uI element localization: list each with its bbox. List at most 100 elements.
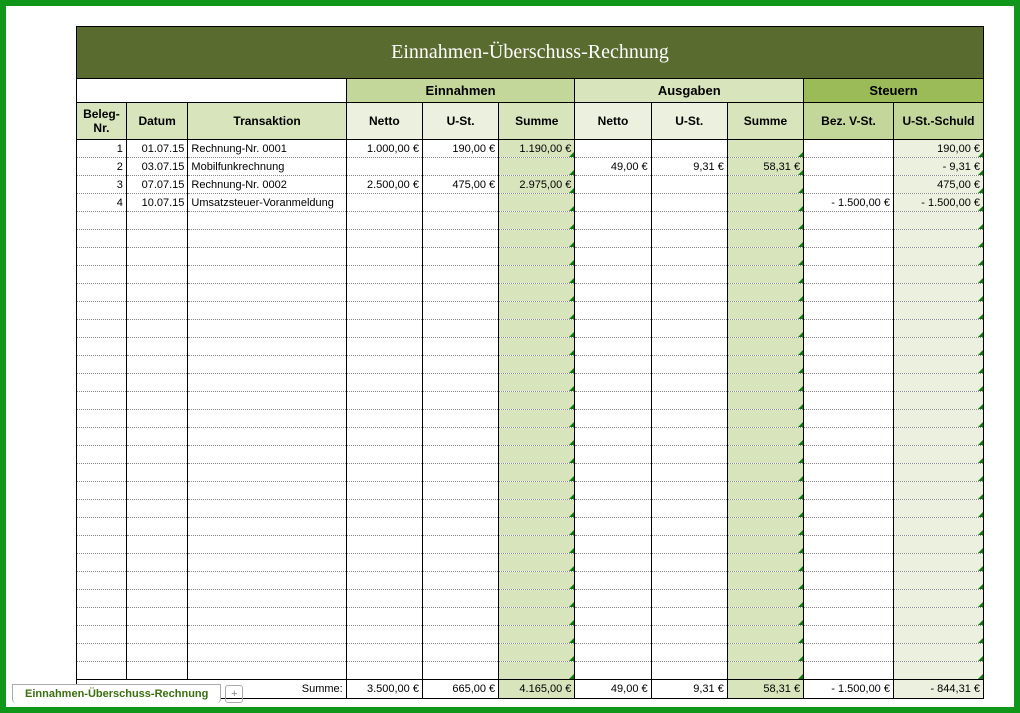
cell[interactable] <box>188 590 346 608</box>
cell[interactable] <box>422 356 498 374</box>
cell[interactable] <box>346 626 422 644</box>
cell[interactable] <box>499 572 575 590</box>
cell[interactable] <box>188 320 346 338</box>
cell[interactable] <box>126 374 188 392</box>
cell[interactable] <box>77 230 127 248</box>
cell[interactable] <box>77 626 127 644</box>
cell[interactable] <box>575 140 651 158</box>
cell[interactable] <box>499 626 575 644</box>
cell[interactable] <box>188 428 346 446</box>
cell[interactable] <box>77 518 127 536</box>
cell[interactable] <box>188 500 346 518</box>
cell[interactable] <box>77 572 127 590</box>
cell[interactable] <box>126 284 188 302</box>
cell[interactable]: 190,00 € <box>893 140 983 158</box>
cell[interactable] <box>575 662 651 680</box>
cell[interactable]: 190,00 € <box>422 140 498 158</box>
cell[interactable] <box>422 446 498 464</box>
cell[interactable] <box>804 248 894 266</box>
cell[interactable] <box>727 626 803 644</box>
cell[interactable]: 1.500,00 € <box>893 194 983 212</box>
cell[interactable] <box>499 500 575 518</box>
cell[interactable] <box>499 464 575 482</box>
cell[interactable] <box>188 662 346 680</box>
cell[interactable] <box>575 248 651 266</box>
cell[interactable] <box>188 230 346 248</box>
cell[interactable] <box>188 356 346 374</box>
cell[interactable] <box>346 158 422 176</box>
cell[interactable] <box>651 356 727 374</box>
cell[interactable]: 01.07.15 <box>126 140 188 158</box>
cell[interactable] <box>346 482 422 500</box>
cell[interactable] <box>651 194 727 212</box>
cell[interactable] <box>804 626 894 644</box>
cell[interactable] <box>422 518 498 536</box>
cell[interactable] <box>77 356 127 374</box>
cell[interactable] <box>499 518 575 536</box>
cell[interactable] <box>346 428 422 446</box>
cell[interactable] <box>651 626 727 644</box>
cell[interactable] <box>422 266 498 284</box>
cell[interactable] <box>575 500 651 518</box>
cell[interactable]: Rechnung-Nr. 0002 <box>188 176 346 194</box>
cell[interactable] <box>126 518 188 536</box>
cell[interactable] <box>651 212 727 230</box>
cell[interactable] <box>893 446 983 464</box>
cell[interactable] <box>575 464 651 482</box>
cell[interactable] <box>126 590 188 608</box>
cell[interactable] <box>346 554 422 572</box>
cell[interactable] <box>422 212 498 230</box>
cell[interactable] <box>499 158 575 176</box>
cell[interactable] <box>346 320 422 338</box>
cell[interactable] <box>651 500 727 518</box>
cell[interactable] <box>499 410 575 428</box>
cell[interactable] <box>499 338 575 356</box>
cell[interactable] <box>422 302 498 320</box>
cell[interactable] <box>126 500 188 518</box>
cell[interactable] <box>893 608 983 626</box>
cell[interactable] <box>499 590 575 608</box>
cell[interactable] <box>499 428 575 446</box>
cell[interactable] <box>77 608 127 626</box>
cell[interactable] <box>346 302 422 320</box>
cell[interactable] <box>575 320 651 338</box>
cell[interactable] <box>188 626 346 644</box>
cell[interactable] <box>126 554 188 572</box>
cell[interactable]: 03.07.15 <box>126 158 188 176</box>
cell[interactable] <box>126 230 188 248</box>
cell[interactable] <box>804 230 894 248</box>
cell[interactable] <box>126 212 188 230</box>
cell[interactable] <box>188 266 346 284</box>
cell[interactable] <box>804 608 894 626</box>
cell[interactable] <box>727 266 803 284</box>
cell[interactable]: 10.07.15 <box>126 194 188 212</box>
cell[interactable]: 475,00 € <box>422 176 498 194</box>
cell[interactable] <box>346 590 422 608</box>
cell[interactable]: 4 <box>77 194 127 212</box>
cell[interactable] <box>804 356 894 374</box>
cell[interactable] <box>346 266 422 284</box>
cell[interactable] <box>727 194 803 212</box>
cell[interactable] <box>346 662 422 680</box>
cell[interactable] <box>575 626 651 644</box>
cell[interactable] <box>727 572 803 590</box>
cell[interactable] <box>893 482 983 500</box>
cell[interactable] <box>188 554 346 572</box>
cell[interactable] <box>651 230 727 248</box>
cell[interactable]: 1.500,00 € <box>804 194 894 212</box>
cell[interactable] <box>422 248 498 266</box>
cell[interactable] <box>499 266 575 284</box>
cell[interactable] <box>499 374 575 392</box>
cell[interactable] <box>346 608 422 626</box>
cell[interactable] <box>499 554 575 572</box>
cell[interactable] <box>651 410 727 428</box>
cell[interactable] <box>893 536 983 554</box>
cell[interactable] <box>893 464 983 482</box>
cell[interactable] <box>575 194 651 212</box>
cell[interactable] <box>188 392 346 410</box>
cell[interactable] <box>188 446 346 464</box>
cell[interactable] <box>575 392 651 410</box>
cell[interactable]: 2.975,00 € <box>499 176 575 194</box>
cell[interactable] <box>422 320 498 338</box>
cell[interactable] <box>126 536 188 554</box>
